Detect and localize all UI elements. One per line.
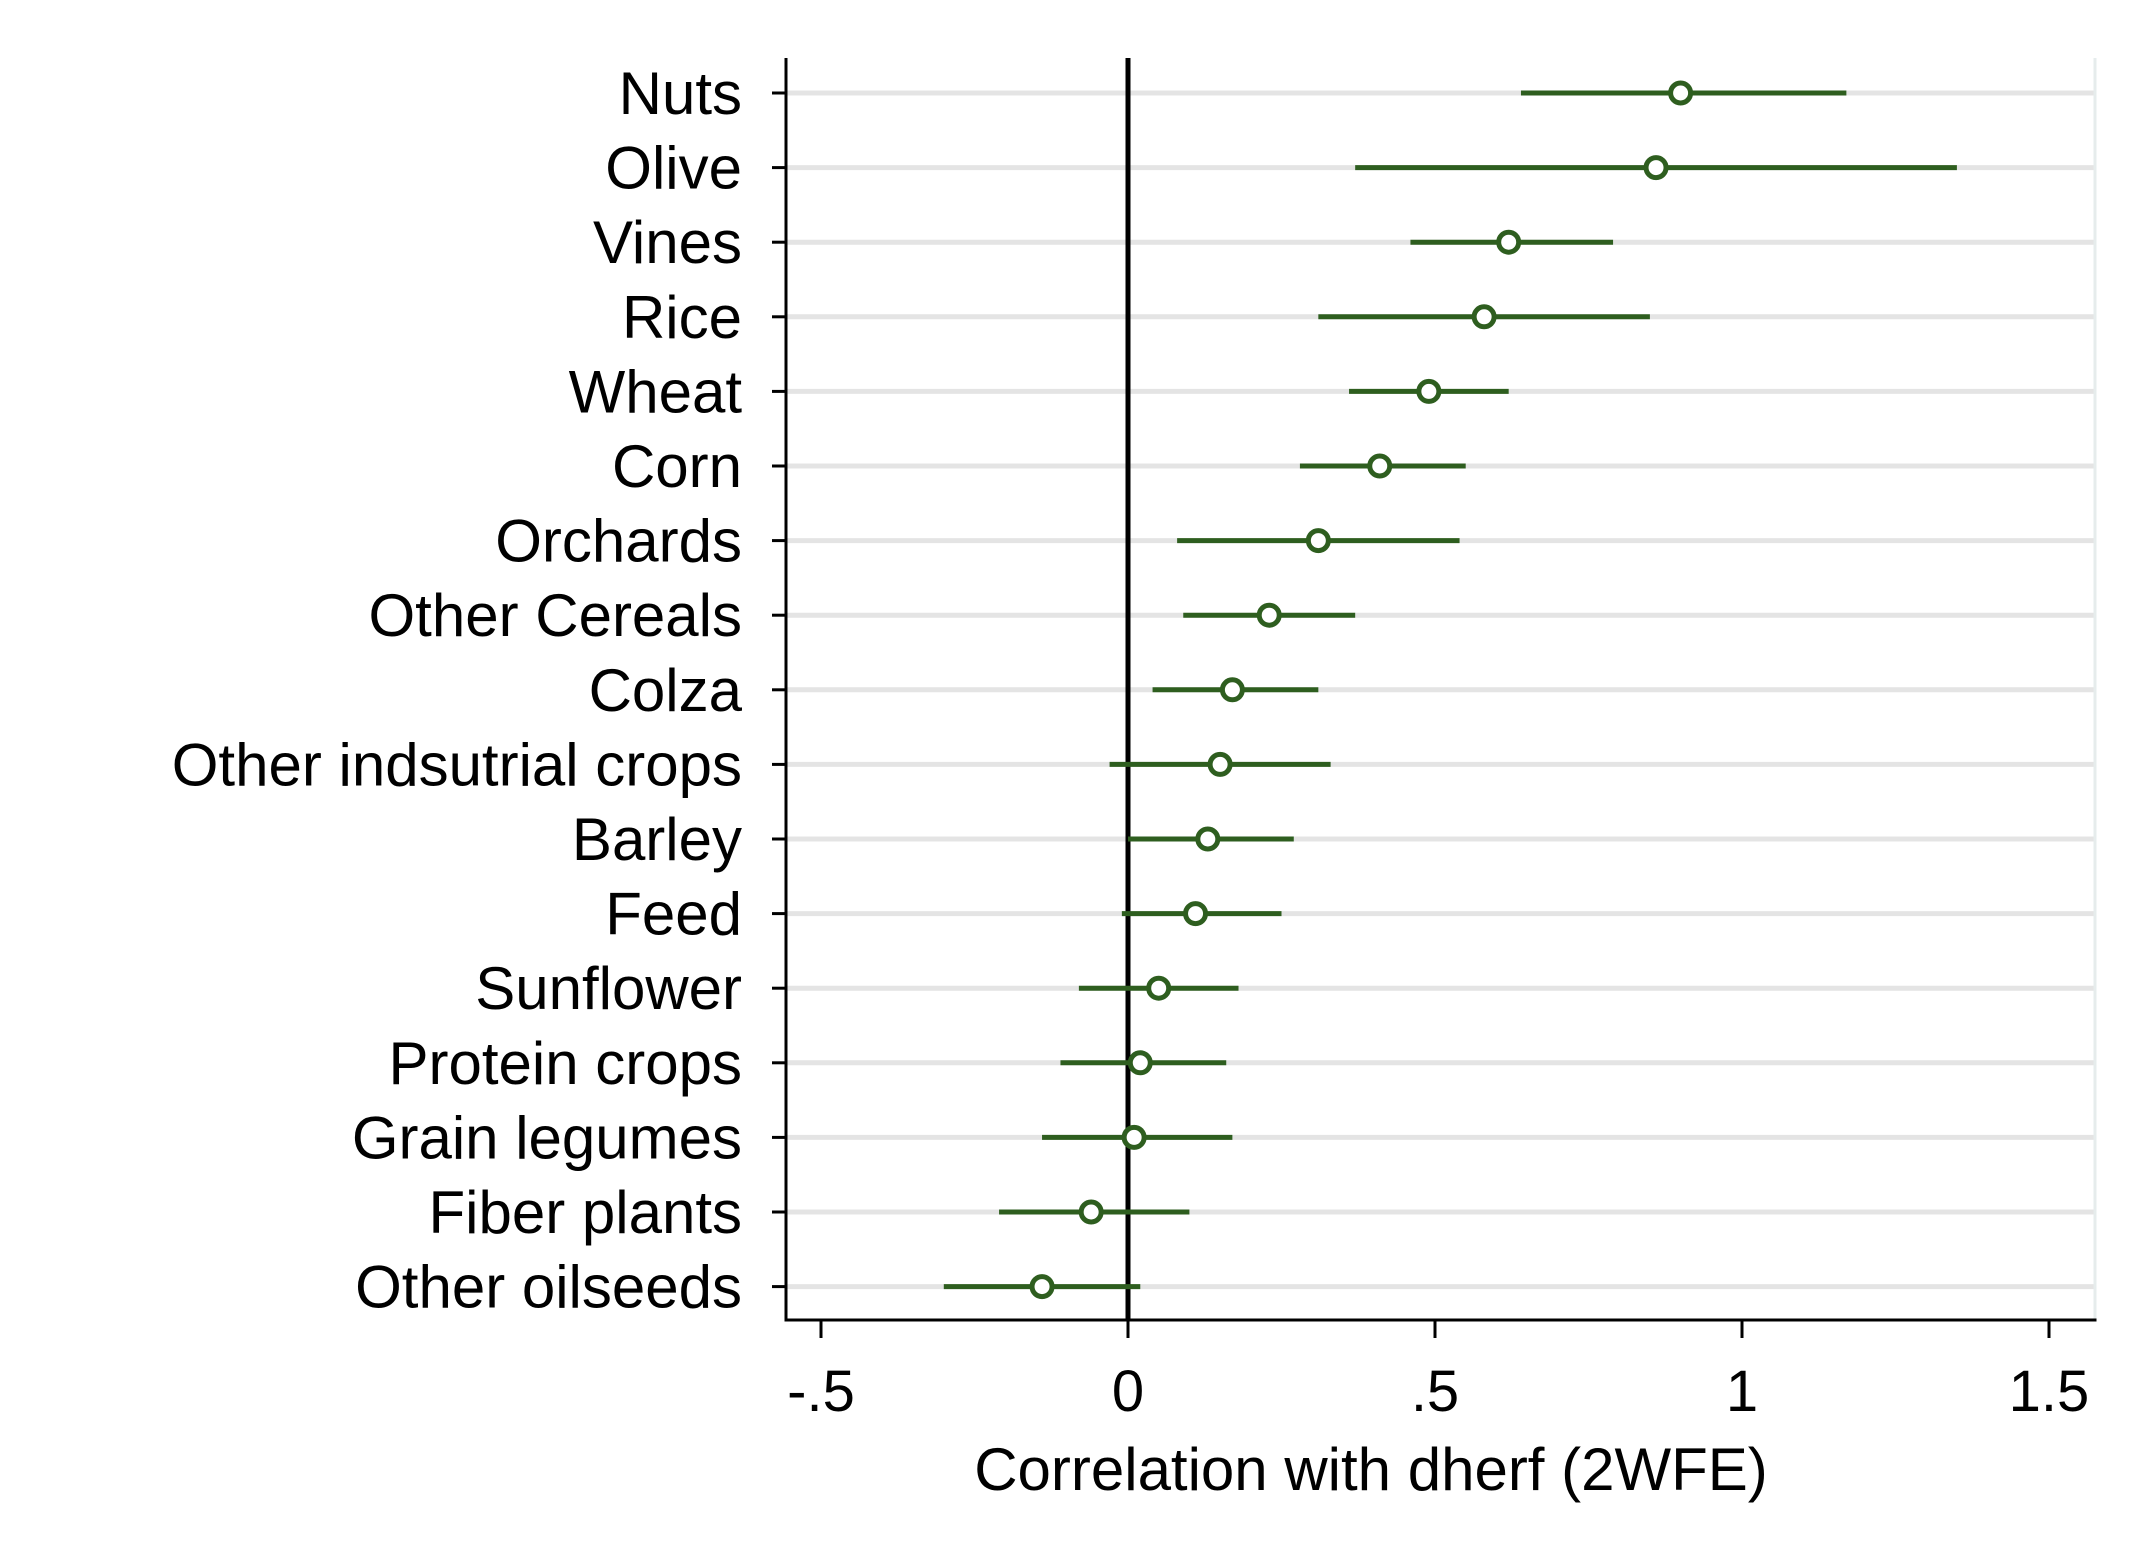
category-label: Feed <box>605 881 742 948</box>
x-tick-label: 1 <box>1726 1359 1758 1424</box>
x-tick-label: -.5 <box>787 1359 855 1424</box>
category-label: Sunflower <box>475 955 742 1022</box>
point-estimate <box>1207 751 1233 777</box>
category-label: Corn <box>612 433 742 500</box>
category-label: Grain legumes <box>352 1104 742 1171</box>
x-tick-label: 1.5 <box>2009 1359 2090 1424</box>
category-label: Nuts <box>619 60 742 127</box>
point-estimate <box>1127 1050 1153 1076</box>
point-estimate <box>1496 229 1522 255</box>
point-estimate <box>1219 677 1245 703</box>
plot-frame <box>772 58 2097 1322</box>
category-label: Colza <box>589 657 743 724</box>
x-axis-ticks: -.5 0 .5 1 1.5 <box>787 1320 2089 1424</box>
point-estimate <box>1256 602 1282 628</box>
category-label: Wheat <box>569 358 743 425</box>
x-axis-title: Correlation with dherf (2WFE) <box>974 1436 1768 1503</box>
category-label: Other Cereals <box>369 582 742 649</box>
point-estimate <box>1305 528 1331 554</box>
point-estimate <box>1416 378 1442 404</box>
category-label: Barley <box>572 806 742 873</box>
category-label: Fiber plants <box>429 1179 742 1246</box>
point-estimate <box>1029 1274 1055 1300</box>
point-estimate <box>1195 826 1221 852</box>
x-tick-label: 0 <box>1112 1359 1144 1424</box>
category-labels: Nuts Olive Vines Rice Wheat Corn Orchards Other… <box>172 60 743 1321</box>
category-label: Other oilseeds <box>355 1254 742 1321</box>
point-estimate <box>1078 1199 1104 1225</box>
category-label: Vines <box>593 209 742 276</box>
x-tick-label: .5 <box>1411 1359 1459 1424</box>
category-label: Other indsutrial crops <box>172 731 742 798</box>
point-estimate <box>1367 453 1393 479</box>
point-estimates <box>1029 80 1694 1300</box>
point-estimate <box>1668 80 1694 106</box>
category-label: Rice <box>622 284 742 351</box>
point-estimate <box>1146 975 1172 1001</box>
category-label: Protein crops <box>389 1030 743 1097</box>
gridlines <box>786 90 2095 1290</box>
point-estimate <box>1471 304 1497 330</box>
point-estimate <box>1643 155 1669 181</box>
category-label: Olive <box>605 135 742 202</box>
point-estimate <box>1183 901 1209 927</box>
point-estimate <box>1121 1124 1147 1150</box>
category-label: Orchards <box>495 508 742 575</box>
